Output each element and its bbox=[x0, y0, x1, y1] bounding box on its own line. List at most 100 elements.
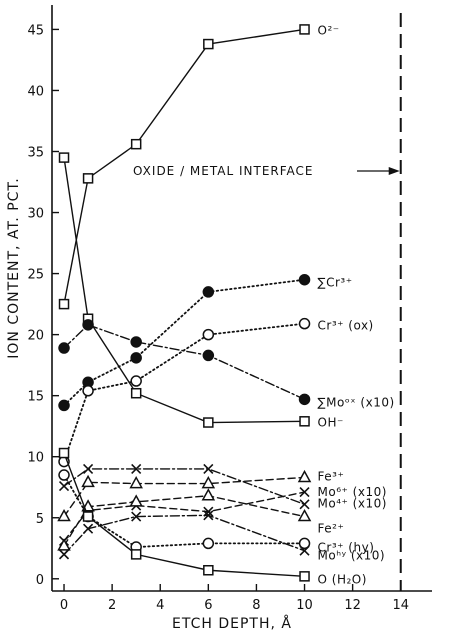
x-tick-label: 12 bbox=[344, 598, 361, 613]
data-point bbox=[297, 469, 312, 483]
data-point bbox=[131, 463, 142, 474]
series-labels: O²⁻ OH⁻ ∑Cr³⁺ Cr³⁺ (ox) ∑Moᵒˣ (x10) Fe³⁺ Mo⁴⁺ … bbox=[318, 23, 395, 586]
y-tick-label: 40 bbox=[27, 84, 44, 99]
series-line bbox=[63, 474, 306, 548]
y-tick-label: 0 bbox=[36, 573, 44, 588]
series-label-mo-hy-x10: Moʰʸ (x10) bbox=[318, 549, 386, 563]
series-line bbox=[63, 278, 306, 407]
series-oh bbox=[58, 152, 310, 428]
x-tick-label: 6 bbox=[204, 598, 212, 613]
series-label-fe2: Fe²⁺ bbox=[318, 522, 345, 536]
data-point bbox=[58, 152, 70, 163]
data-point bbox=[130, 549, 142, 560]
data-point bbox=[129, 494, 143, 507]
data-point bbox=[203, 506, 214, 517]
data-point bbox=[58, 447, 70, 459]
data-point bbox=[130, 375, 142, 387]
data-point bbox=[58, 298, 70, 310]
axes: 0 5 10 15 20 25 30 35 40 45 0 2 4 6 8 10 12 14 bbox=[27, 5, 432, 613]
data-point bbox=[298, 537, 311, 550]
data-point bbox=[57, 508, 71, 522]
data-point bbox=[83, 463, 94, 474]
x-tick-label: 4 bbox=[156, 598, 164, 613]
series-label-o2: O²⁻ bbox=[318, 23, 340, 37]
data-point bbox=[203, 510, 214, 521]
series-label-fe3: Fe³⁺ bbox=[318, 469, 345, 483]
series-line bbox=[63, 322, 306, 463]
annotations: OXIDE / METAL INTERFACE bbox=[133, 13, 402, 591]
data-point bbox=[299, 545, 310, 556]
series-label-mo-ox-x10: ∑Moᵒˣ (x10) bbox=[318, 395, 395, 409]
data-point bbox=[202, 286, 215, 298]
data-point bbox=[130, 387, 142, 399]
data-point bbox=[202, 349, 215, 362]
data-point bbox=[202, 328, 215, 341]
y-tick-label: 5 bbox=[36, 512, 44, 527]
series-label-mo6-x10: Mo⁶⁺ (x10) bbox=[318, 485, 387, 499]
series-label-oh: OH⁻ bbox=[318, 415, 344, 429]
data-point bbox=[202, 537, 215, 550]
series-mo6-x10 bbox=[58, 487, 310, 547]
data-point bbox=[298, 393, 311, 406]
data-point bbox=[82, 511, 94, 522]
data-point bbox=[83, 523, 94, 534]
data-point bbox=[58, 549, 70, 560]
y-tick-label: 15 bbox=[27, 390, 44, 405]
data-point bbox=[58, 469, 70, 481]
data-point bbox=[131, 511, 142, 522]
data-point bbox=[299, 24, 310, 35]
series-layer bbox=[57, 24, 312, 582]
interface-arrow-head bbox=[388, 167, 400, 176]
data-point bbox=[58, 399, 70, 412]
data-point bbox=[203, 417, 214, 428]
series-o2 bbox=[58, 24, 310, 310]
data-point bbox=[58, 342, 70, 354]
y-tick-label: 20 bbox=[27, 329, 44, 344]
y-tick-label: 30 bbox=[27, 207, 44, 222]
series-cr3-ox bbox=[58, 317, 311, 468]
data-point bbox=[82, 173, 94, 184]
data-point bbox=[201, 476, 216, 489]
series-line bbox=[63, 495, 306, 547]
series-mo-hy-x10 bbox=[58, 510, 310, 560]
data-point bbox=[203, 463, 214, 474]
series-line bbox=[63, 476, 306, 518]
data-point bbox=[299, 487, 310, 498]
y-tick-label: 45 bbox=[27, 23, 44, 38]
y-tick-label: 10 bbox=[27, 451, 44, 466]
x-axis-title: ETCH DEPTH, Å bbox=[172, 615, 292, 632]
series-o-h2o bbox=[58, 447, 310, 582]
series-mo-ox-x10 bbox=[58, 319, 311, 406]
series-fe3 bbox=[57, 469, 312, 522]
data-point bbox=[58, 480, 70, 492]
data-point bbox=[82, 385, 94, 397]
x-tick-label: 0 bbox=[60, 598, 68, 613]
data-point bbox=[130, 352, 142, 364]
interface-label: OXIDE / METAL INTERFACE bbox=[133, 164, 314, 178]
series-label-mo4-x10: Mo⁴⁺ (x10) bbox=[318, 496, 387, 510]
series-mo4-x10 bbox=[58, 463, 310, 510]
series-cr3 bbox=[58, 273, 311, 412]
series-label-o-h2o: O (H₂O) bbox=[318, 572, 367, 586]
series-label-cr3-ox: Cr³⁺ (ox) bbox=[318, 319, 374, 333]
data-point bbox=[203, 564, 214, 576]
data-point bbox=[297, 508, 312, 522]
series-label-cr3-hy: Cr³⁺ (hy) bbox=[318, 540, 375, 554]
x-tick-label: 14 bbox=[392, 598, 409, 613]
y-axis-title: ION CONTENT, AT. PCT. bbox=[6, 177, 22, 359]
data-point bbox=[299, 416, 310, 427]
series-label-cr3: ∑Cr³⁺ bbox=[318, 276, 353, 290]
series-fe2 bbox=[57, 488, 312, 551]
data-point bbox=[130, 336, 142, 348]
x-tick-label: 8 bbox=[252, 598, 260, 613]
data-point bbox=[203, 38, 214, 50]
data-point bbox=[201, 488, 216, 501]
data-point bbox=[299, 499, 310, 510]
data-point bbox=[82, 319, 94, 331]
data-point bbox=[298, 317, 311, 330]
data-point bbox=[298, 273, 311, 286]
series-line bbox=[63, 514, 306, 556]
data-point bbox=[129, 476, 143, 489]
data-point bbox=[81, 474, 95, 488]
